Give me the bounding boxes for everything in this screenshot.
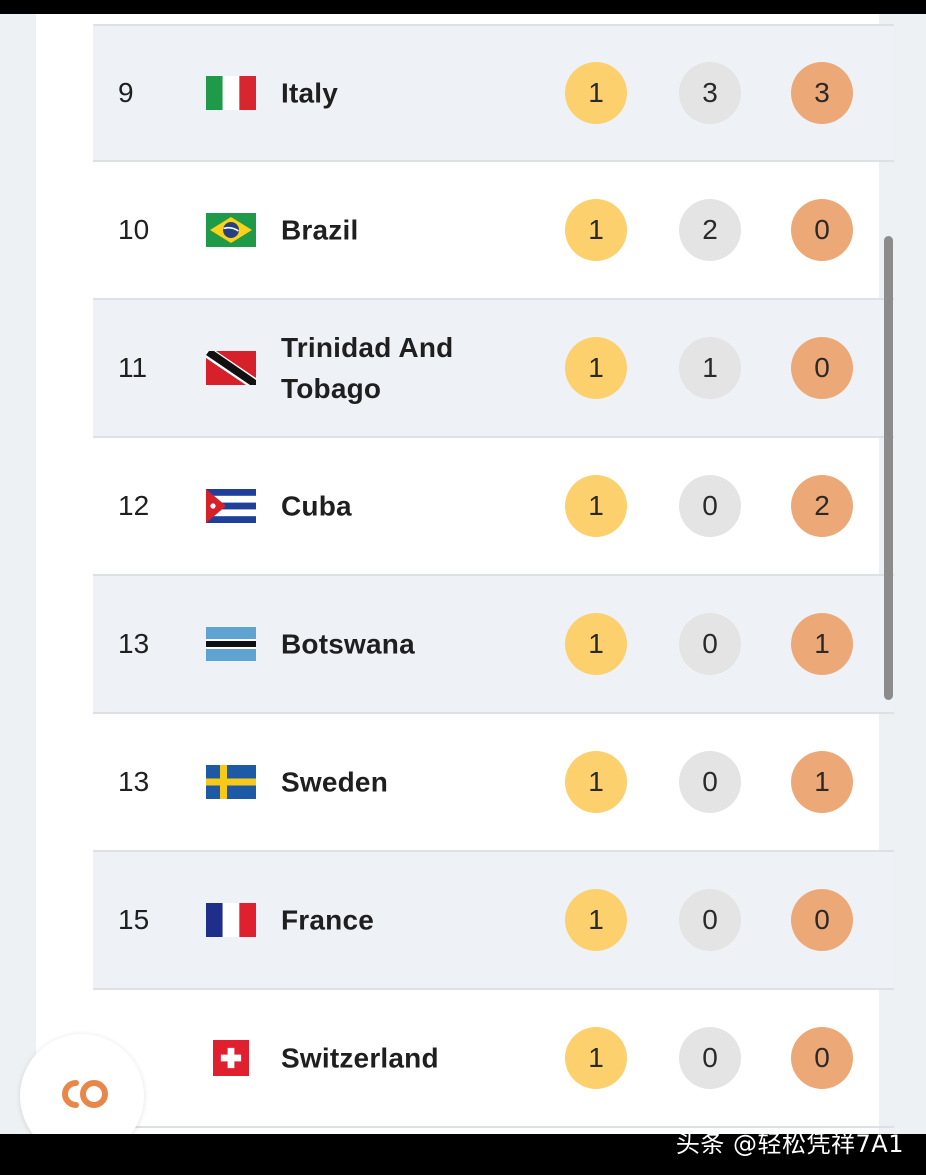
table-row[interactable]: 13 Sweden 1 0 1: [93, 714, 894, 852]
rank: 15: [118, 904, 150, 935]
trinidad-and-tobago-flag-icon: [206, 351, 256, 385]
brazil-flag-icon: [206, 213, 256, 247]
country-name: Cuba: [281, 490, 352, 522]
gold-count: 1: [565, 889, 627, 951]
bronze-count: 0: [791, 1027, 853, 1089]
floating-action-button[interactable]: [20, 1034, 144, 1134]
watermark: 头条 @轻松凭祥7A1: [675, 1130, 904, 1158]
rank: 13: [118, 628, 150, 659]
country-name: Switzerland: [281, 1042, 439, 1074]
silver-count: 3: [679, 62, 741, 124]
table-row[interactable]: 12 Cuba 1 0 2: [93, 438, 894, 576]
silver-count: 1: [679, 337, 741, 399]
cuba-flag-icon: [206, 489, 256, 523]
gold-count: 1: [565, 475, 627, 537]
gold-count: 1: [565, 62, 627, 124]
bronze-count: 0: [791, 889, 853, 951]
silver-count: 0: [679, 475, 741, 537]
silver-count: 2: [679, 199, 741, 261]
silver-count: 0: [679, 613, 741, 675]
gold-count: 1: [565, 751, 627, 813]
gold-count: 1: [565, 1027, 627, 1089]
table-row[interactable]: 15 France 1 0 0: [93, 852, 894, 990]
gold-count: 1: [565, 613, 627, 675]
silver-count: 0: [679, 751, 741, 813]
scrollbar[interactable]: [884, 236, 893, 700]
rank: 12: [118, 490, 150, 521]
table-row[interactable]: 10 Brazil 1 2 0: [93, 162, 894, 300]
italy-flag-icon: [206, 76, 256, 110]
table-row[interactable]: 11 Trinidad And Tobago 1 1 0: [93, 300, 894, 438]
silver-count: 0: [679, 889, 741, 951]
bronze-count: 1: [791, 751, 853, 813]
botswana-flag-icon: [206, 627, 256, 661]
screen: 9 Italy 1 3 3 10: [0, 14, 926, 1134]
bronze-count: 1: [791, 613, 853, 675]
country-name: Italy: [281, 77, 339, 109]
rank: 13: [118, 766, 150, 797]
bronze-count: 2: [791, 475, 853, 537]
table-row[interactable]: 9 Italy 1 3 3: [93, 24, 894, 162]
table-row[interactable]: 13 Botswana 1 0 1: [93, 576, 894, 714]
rank: 9: [118, 77, 134, 108]
country-name: Trinidad And Tobago: [281, 332, 454, 404]
medal-table: 9 Italy 1 3 3 10: [93, 24, 894, 1128]
sweden-flag-icon: [206, 765, 256, 799]
country-name: Botswana: [281, 628, 415, 660]
rank: 11: [118, 352, 148, 383]
country-name: Sweden: [281, 766, 389, 798]
silver-count: 0: [679, 1027, 741, 1089]
france-flag-icon: [206, 903, 256, 937]
gold-count: 1: [565, 199, 627, 261]
co-logo-icon: [62, 1080, 108, 1108]
bronze-count: 3: [791, 62, 853, 124]
rank: 10: [118, 214, 150, 245]
gold-count: 1: [565, 337, 627, 399]
switzerland-flag-icon: [213, 1040, 249, 1076]
country-name: France: [281, 904, 375, 936]
medal-table-card: 9 Italy 1 3 3 10: [36, 14, 894, 1134]
country-name: Brazil: [281, 214, 359, 246]
bronze-count: 0: [791, 199, 853, 261]
bronze-count: 0: [791, 337, 853, 399]
table-row[interactable]: Switzerland 1 0 0: [93, 990, 894, 1128]
